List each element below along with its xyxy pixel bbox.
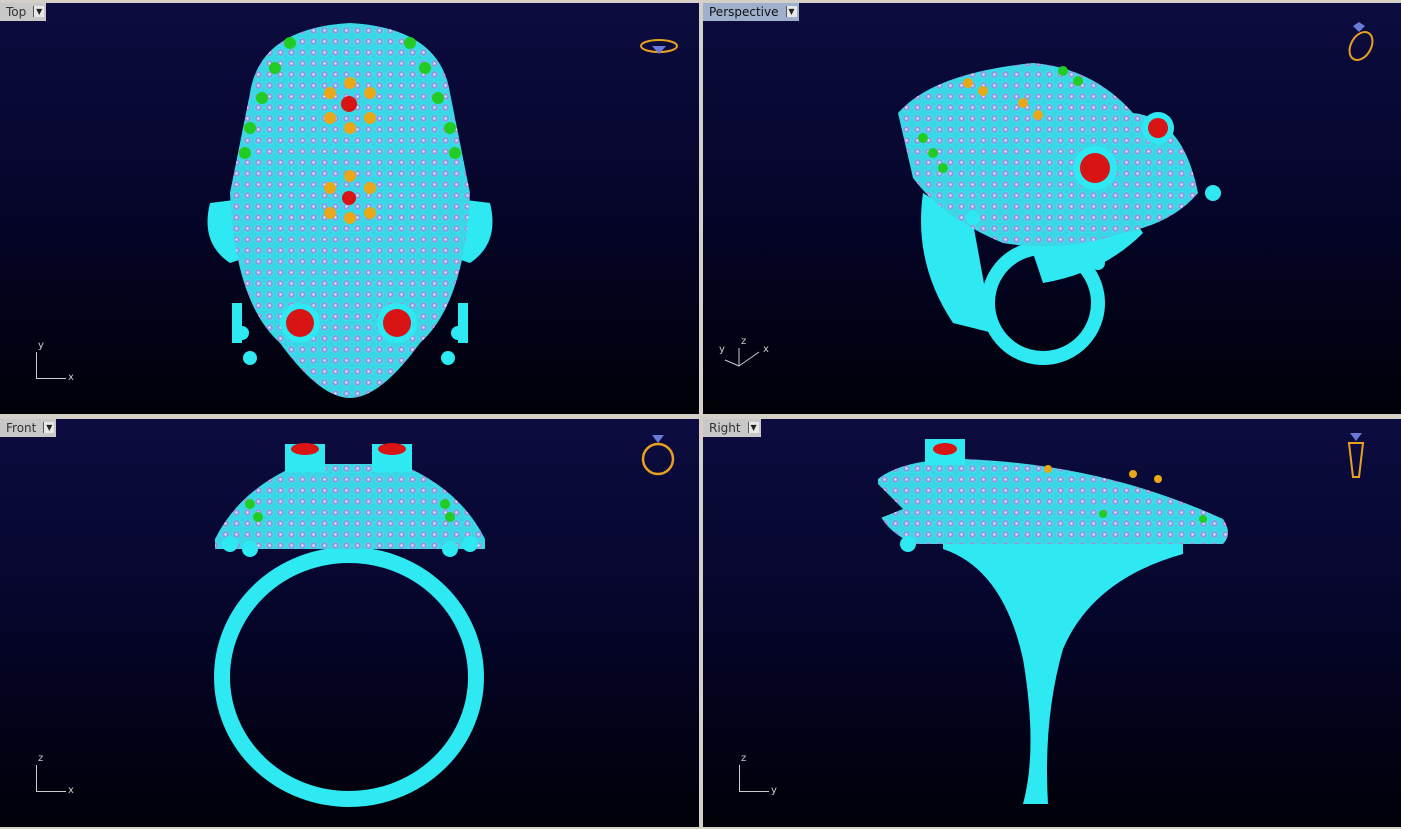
dropdown-arrow-icon[interactable]: ▼: [33, 6, 45, 17]
dropdown-arrow-icon[interactable]: ▼: [43, 422, 55, 433]
ring-model-front: [214, 443, 485, 807]
viewport-label: Front: [6, 421, 37, 435]
viewport-tab-perspective[interactable]: Perspective ▼: [703, 3, 799, 21]
ring-top-view-icon: [640, 39, 678, 54]
viewport-label: Top: [6, 5, 27, 19]
dropdown-arrow-icon[interactable]: ▼: [747, 422, 759, 433]
viewport-label: Right: [709, 421, 741, 435]
ring-side-view-icon: [1347, 433, 1365, 478]
dropdown-arrow-icon[interactable]: ▼: [785, 6, 797, 17]
ring-model-perspective: [898, 63, 1221, 365]
viewport-tab-top[interactable]: Top ▼: [0, 3, 47, 21]
viewport-tab-right[interactable]: Right ▼: [703, 419, 761, 437]
ring-model-top: [207, 23, 493, 398]
viewport-label: Perspective: [709, 5, 779, 19]
ring-front-view-icon: [641, 435, 675, 476]
ring-model-right: [878, 439, 1228, 804]
ring-perspective-icon: [1348, 22, 1374, 61]
viewport-tab-front[interactable]: Front ▼: [0, 419, 57, 437]
